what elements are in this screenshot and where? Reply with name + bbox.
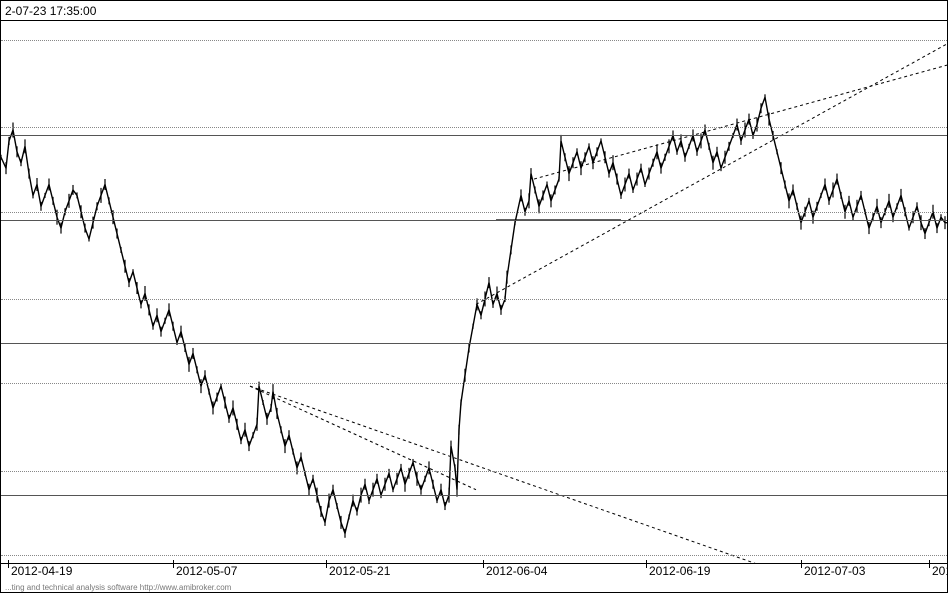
- x-axis-label: 2012-04-19: [8, 564, 72, 578]
- chart-gridline: [1, 471, 947, 472]
- price-line: [1, 97, 947, 533]
- trend-line: [534, 65, 947, 179]
- chart-timestamp: 2-07-23 17:35:00: [5, 4, 96, 18]
- x-axis-label: 2012-07-03: [801, 564, 865, 578]
- x-axis-label: 2012-05-21: [326, 564, 390, 578]
- x-axis-tick: 2012-07: [929, 564, 948, 578]
- financial-chart: 2-07-23 17:35:00 ...ting and technical a…: [0, 0, 948, 593]
- x-axis-tick: 2012-06-19: [646, 564, 710, 578]
- chart-gridline: [1, 212, 947, 213]
- chart-gridline: [1, 220, 947, 221]
- chart-gridline: [1, 555, 947, 556]
- chart-x-axis: ...ting and technical analysis software …: [1, 563, 947, 592]
- chart-gridline: [1, 343, 947, 344]
- chart-gridline: [1, 135, 947, 136]
- chart-gridline: [1, 299, 947, 300]
- chart-gridline: [1, 127, 947, 128]
- x-axis-tick: 2012-04-19: [8, 564, 72, 578]
- chart-plot-area[interactable]: [1, 21, 947, 564]
- chart-gridline: [1, 383, 947, 384]
- chart-footer-credit: ...ting and technical analysis software …: [5, 583, 231, 592]
- trend-line: [250, 386, 947, 564]
- x-axis-label: 2012-05-07: [173, 564, 237, 578]
- x-axis-tick: 2012-06-04: [483, 564, 547, 578]
- trend-line: [476, 43, 947, 305]
- x-axis-tick: 2012-05-07: [173, 564, 237, 578]
- chart-svg-layer: [1, 21, 947, 564]
- x-axis-label: 2012-06-04: [483, 564, 547, 578]
- x-axis-label: 2012-07: [929, 564, 948, 578]
- x-axis-label: 2012-06-19: [646, 564, 710, 578]
- chart-title-bar: 2-07-23 17:35:00: [1, 1, 947, 21]
- chart-gridline: [1, 40, 947, 41]
- x-axis-tick: 2012-07-03: [801, 564, 865, 578]
- chart-gridline: [1, 495, 947, 496]
- x-axis-tick: 2012-05-21: [326, 564, 390, 578]
- trend-line: [250, 386, 476, 490]
